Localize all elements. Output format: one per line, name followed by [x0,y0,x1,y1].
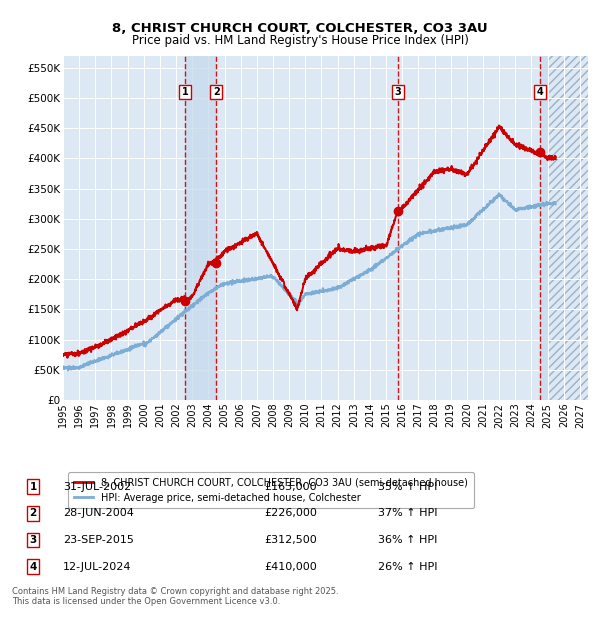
Text: 8, CHRIST CHURCH COURT, COLCHESTER, CO3 3AU: 8, CHRIST CHURCH COURT, COLCHESTER, CO3 … [112,22,488,35]
Text: 2: 2 [213,87,220,97]
Text: 12-JUL-2024: 12-JUL-2024 [63,562,131,572]
Text: Contains HM Land Registry data © Crown copyright and database right 2025.: Contains HM Land Registry data © Crown c… [12,587,338,596]
Text: 3: 3 [394,87,401,97]
Legend: 8, CHRIST CHURCH COURT, COLCHESTER, CO3 3AU (semi-detached house), HPI: Average : 8, CHRIST CHURCH COURT, COLCHESTER, CO3 … [68,472,473,508]
Text: £226,000: £226,000 [264,508,317,518]
Text: 37% ↑ HPI: 37% ↑ HPI [378,508,437,518]
Text: 1: 1 [182,87,188,97]
Text: £410,000: £410,000 [264,562,317,572]
Text: 31-JUL-2002: 31-JUL-2002 [63,482,131,492]
Text: This data is licensed under the Open Government Licence v3.0.: This data is licensed under the Open Gov… [12,597,280,606]
Text: £163,000: £163,000 [264,482,317,492]
Text: 1: 1 [29,482,37,492]
Text: Price paid vs. HM Land Registry's House Price Index (HPI): Price paid vs. HM Land Registry's House … [131,34,469,47]
Bar [548,56,588,400]
Text: 26% ↑ HPI: 26% ↑ HPI [378,562,437,572]
Text: 4: 4 [29,562,37,572]
Text: £312,500: £312,500 [264,535,317,545]
Text: 2: 2 [29,508,37,518]
Bar [185,56,216,400]
Text: 35% ↑ HPI: 35% ↑ HPI [378,482,437,492]
Bar [540,56,548,400]
Text: 36% ↑ HPI: 36% ↑ HPI [378,535,437,545]
Text: 4: 4 [536,87,544,97]
Text: 28-JUN-2004: 28-JUN-2004 [63,508,134,518]
Text: 3: 3 [29,535,37,545]
Text: 23-SEP-2015: 23-SEP-2015 [63,535,134,545]
